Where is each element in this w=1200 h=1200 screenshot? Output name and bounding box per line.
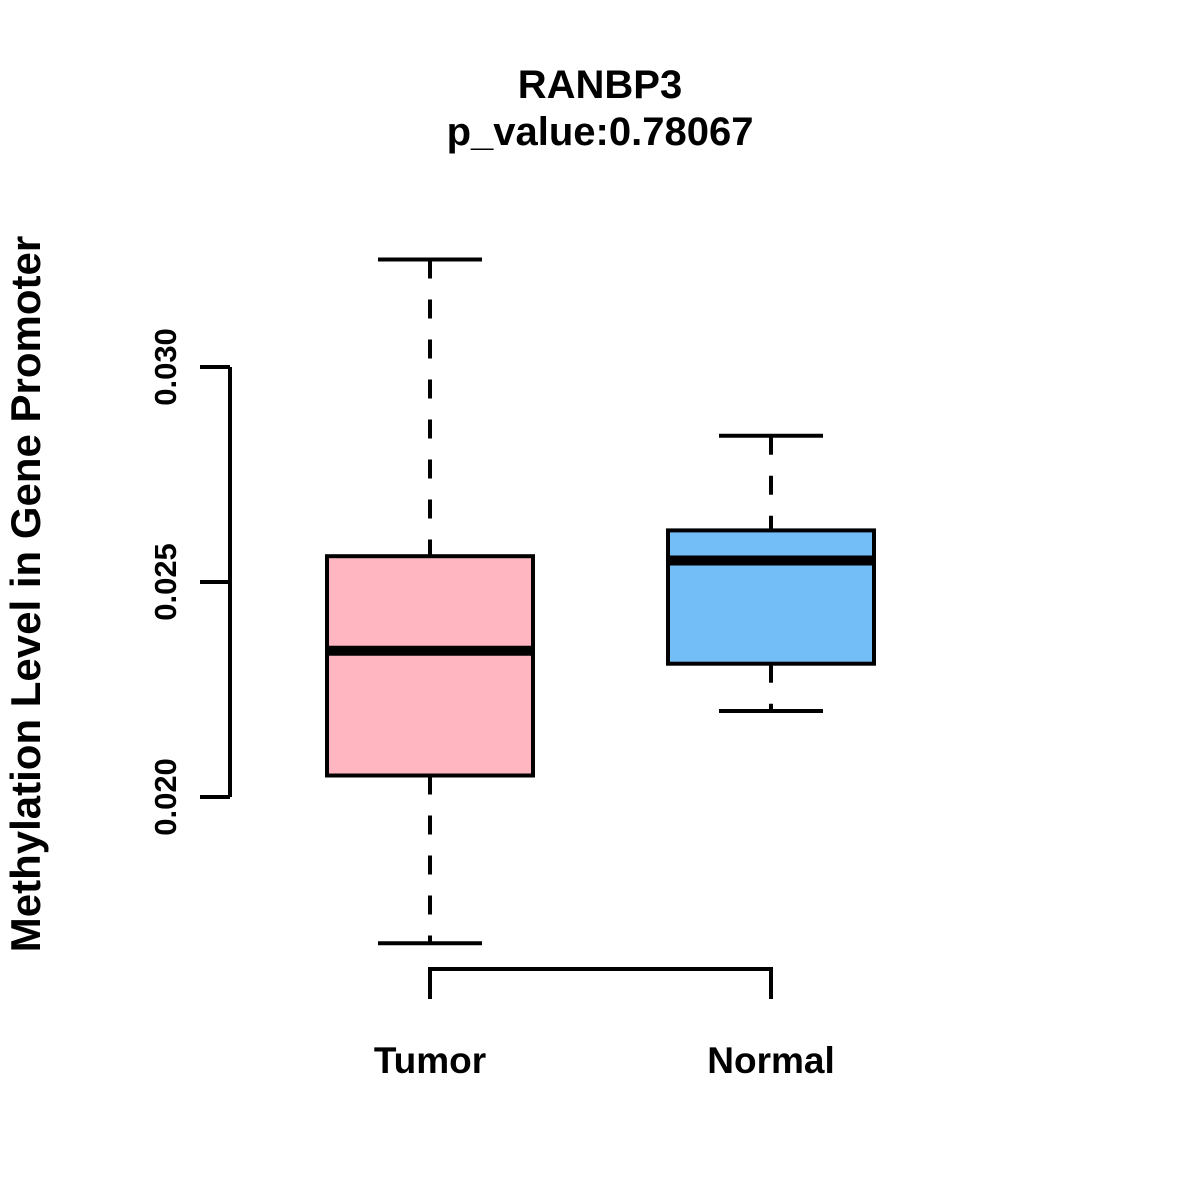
chart-title-block: RANBP3 p_value:0.78067	[447, 62, 754, 156]
normal-iqr-box	[666, 528, 876, 666]
chart-title: RANBP3	[517, 63, 683, 107]
y-axis-tick-label: 0.025	[148, 543, 183, 621]
y-axis-tick-label: 0.030	[148, 328, 183, 406]
x-axis-category-label: Normal	[707, 1040, 834, 1081]
y-axis-tick-label: 0.020	[148, 758, 183, 836]
chart-subtitle-pvalue: p_value:0.78067	[446, 110, 754, 154]
x-axis-bracket	[428, 967, 773, 999]
tumor-iqr-box	[325, 554, 535, 778]
x-axis-category-label: Tumor	[374, 1040, 486, 1081]
